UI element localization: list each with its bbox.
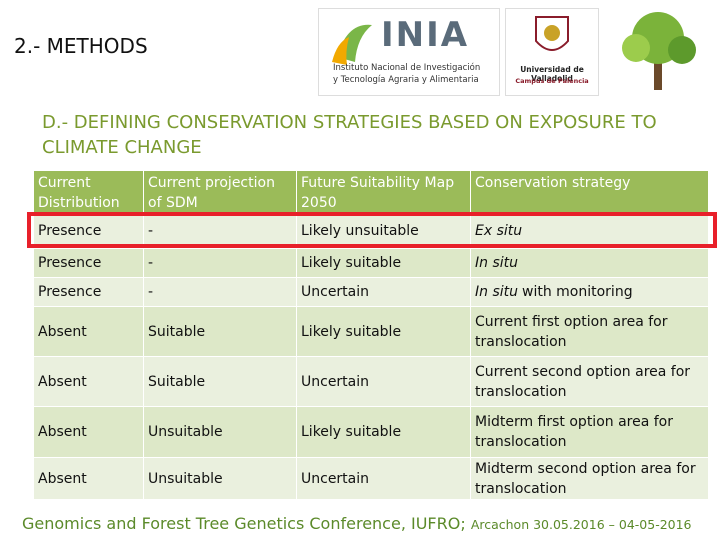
table-cell: - xyxy=(143,277,297,307)
column-header: Current Distribution xyxy=(33,170,144,214)
uva-campus: Campus de Palencia xyxy=(515,77,589,85)
column-header: Current projection of SDM xyxy=(143,170,297,214)
table-cell: Absent xyxy=(33,457,144,500)
cell-text: Ex situ xyxy=(475,223,523,239)
table-cell: Current first option area for translocat… xyxy=(470,306,709,357)
column-header: Conservation strategy xyxy=(470,170,709,214)
strategy-table: Current Distribution Current projection o… xyxy=(33,170,709,500)
table-cell: In situ with monitoring xyxy=(470,277,709,307)
tree-logo xyxy=(622,12,696,90)
table-row: Presence - Uncertain In situ with monitoring xyxy=(33,277,709,307)
column-header: Future Suitability Map 2050 xyxy=(296,170,471,214)
table-row: Absent Unsuitable Likely suitable Midterm f… xyxy=(33,406,709,458)
inia-name: INIA xyxy=(381,15,470,55)
cell-text: Current first option area for translocat… xyxy=(475,313,668,350)
table-cell: Absent xyxy=(33,406,144,458)
row-highlight xyxy=(27,212,717,248)
cell-text: In situ xyxy=(475,284,518,300)
table-cell: Midterm second option area for transloca… xyxy=(470,457,709,500)
table-cell: Likely suitable xyxy=(296,406,471,458)
table-cell: In situ xyxy=(470,248,709,278)
slide-title: 2.- METHODS xyxy=(14,34,148,58)
table-cell: Suitable xyxy=(143,356,297,407)
table-cell: Unsuitable xyxy=(143,406,297,458)
footer-date: Arcachon 30.05.2016 – 04-05-2016 xyxy=(470,517,692,532)
table-cell: Likely unsuitable xyxy=(296,213,471,249)
table-cell: Unsuitable xyxy=(143,457,297,500)
section-title: D.- DEFINING CONSERVATION STRATEGIES BAS… xyxy=(42,112,657,158)
table-cell: Midterm first option area for translocat… xyxy=(470,406,709,458)
table-row: Presence - Likely unsuitable Ex situ xyxy=(33,213,709,249)
table-cell: - xyxy=(143,248,297,278)
table-cell: Absent xyxy=(33,306,144,357)
table-row: Absent Suitable Likely suitable Current fir… xyxy=(33,306,709,357)
table-cell: Absent xyxy=(33,356,144,407)
uva-name: Universidad de Valladolid xyxy=(520,65,584,83)
uva-logo: Universidad de Valladolid Campus de Pale… xyxy=(505,8,599,96)
table-cell: Presence xyxy=(33,277,144,307)
table-cell: Uncertain xyxy=(296,277,471,307)
table-cell: Uncertain xyxy=(296,457,471,500)
table-cell: Uncertain xyxy=(296,356,471,407)
cell-text: In situ xyxy=(475,255,518,271)
table-row: Absent Suitable Uncertain Current second op… xyxy=(33,356,709,407)
footer-conference: Genomics and Forest Tree Genetics Confer… xyxy=(22,514,466,533)
cell-text: with monitoring xyxy=(522,284,633,300)
uva-shield xyxy=(535,16,569,51)
footer: Genomics and Forest Tree Genetics Confer… xyxy=(22,514,692,533)
cell-text: Midterm second option area for transloca… xyxy=(475,460,696,497)
cell-text: Midterm first option area for translocat… xyxy=(475,414,674,450)
table-cell: Presence xyxy=(33,248,144,278)
table-cell: Current second option area for transloca… xyxy=(470,356,709,407)
inia-text: Instituto Nacional de Investigación xyxy=(333,63,481,73)
table-cell: Likely suitable xyxy=(296,306,471,357)
inia-text: y Tecnología Agraria y Alimentaria xyxy=(333,75,479,85)
table-row: Absent Unsuitable Uncertain Midterm second … xyxy=(33,457,709,500)
inia-icon xyxy=(332,24,372,65)
inia-logo: INIA Instituto Nacional de Investigación… xyxy=(318,8,500,96)
table-row: Presence - Likely suitable In situ xyxy=(33,248,709,278)
table-cell: Suitable xyxy=(143,306,297,357)
table-cell: Likely suitable xyxy=(296,248,471,278)
cell-text: Current second option area for transloca… xyxy=(475,363,691,400)
